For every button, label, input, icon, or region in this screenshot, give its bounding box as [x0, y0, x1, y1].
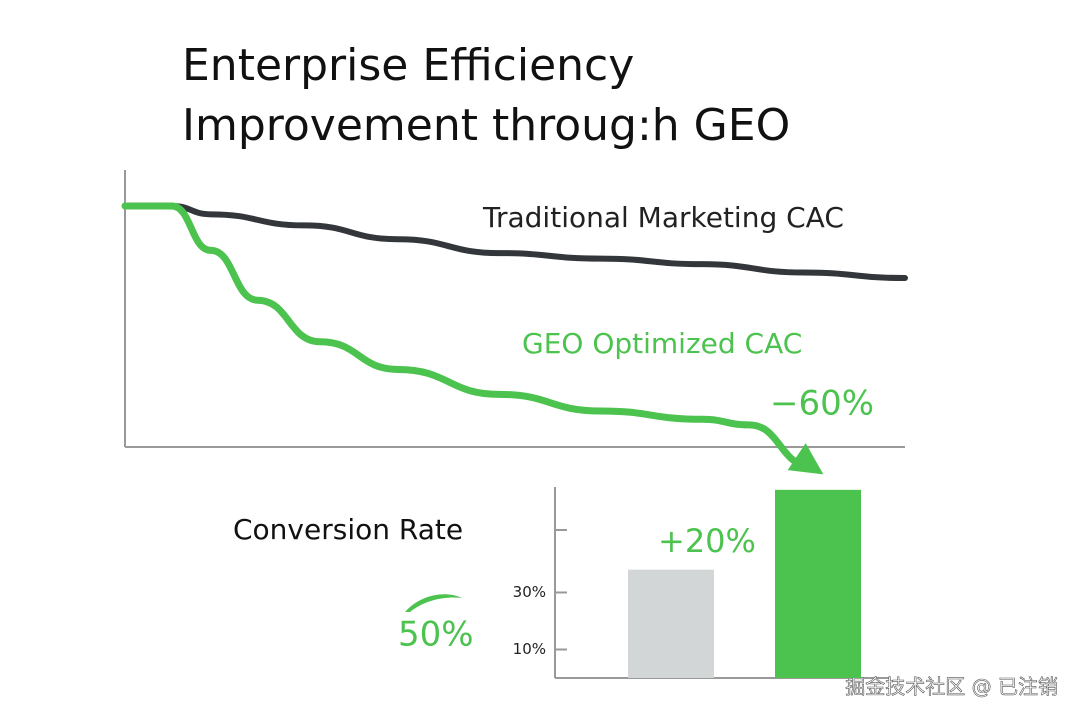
bar [775, 489, 861, 678]
arrow-head [787, 443, 824, 475]
swoosh-icon [405, 594, 462, 612]
series-label: Traditional Marketing CAC [482, 201, 844, 234]
annotation: −60% [770, 384, 874, 424]
y-tick-label: 10% [513, 640, 546, 658]
watermark: 掘金技术社区 @ 已注销 [845, 675, 1058, 699]
title-line: Improvement throug:h GEO [182, 100, 790, 151]
annotation: 50% [398, 615, 474, 655]
annotation: +20% [658, 522, 756, 560]
bar [628, 569, 714, 678]
series-line [122, 203, 908, 282]
series-label: GEO Optimized CAC [522, 327, 802, 360]
series-line [121, 202, 815, 470]
bar-chart-title: Conversion Rate [233, 513, 463, 546]
title-line: Enterprise Efficiency [182, 40, 634, 91]
y-tick-label: 30% [513, 583, 546, 601]
